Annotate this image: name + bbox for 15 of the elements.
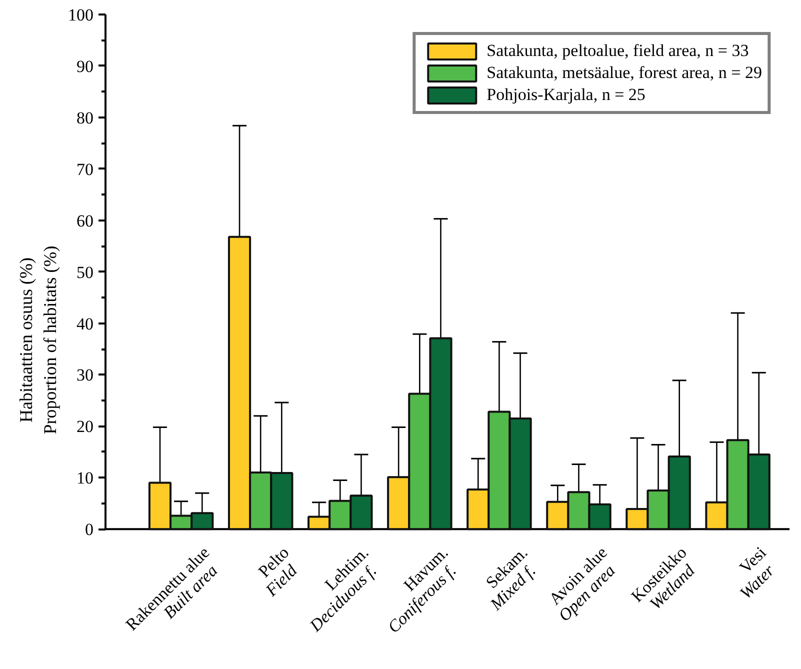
y-tick-label: 0 — [85, 520, 94, 540]
y-axis-title: Habitaattien osuus (%) Proportion of habitats (%) — [16, 246, 60, 434]
y-tick-label: 80 — [76, 108, 94, 128]
y-tick-label: 40 — [76, 314, 94, 334]
legend-label: Pohjois-Karjala, n = 25 — [486, 85, 646, 105]
y-tick-label: 20 — [76, 417, 94, 436]
y-tick-label: 60 — [76, 211, 94, 230]
legend-label: Satakunta, peltoalue, field area, n = 33 — [486, 41, 749, 61]
y-tick-label: 30 — [76, 366, 94, 385]
y-tick-label: 50 — [76, 262, 94, 282]
y-tick-label: 90 — [76, 56, 94, 76]
legend-label: Satakunta, metsäalue, forest area, n = 29 — [486, 63, 762, 83]
y-tick-label: 70 — [76, 160, 94, 179]
y-tick-label: 100 — [68, 6, 94, 24]
y-tick-label: 10 — [76, 468, 94, 488]
